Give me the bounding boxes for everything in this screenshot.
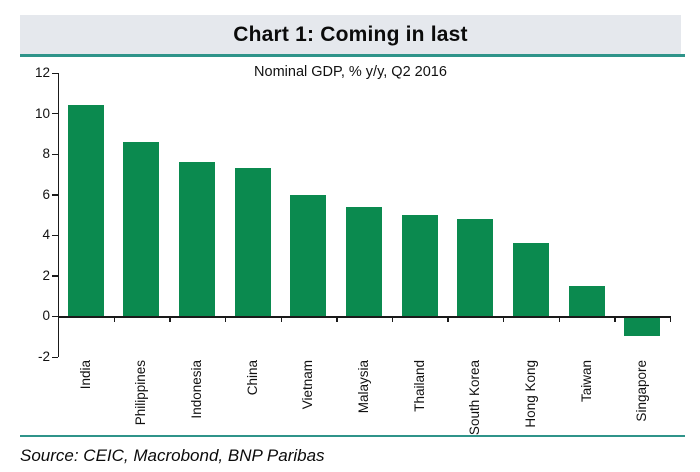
x-axis-label: South Korea <box>467 360 483 436</box>
x-axis-label: Philippines <box>133 360 149 426</box>
bar-china <box>234 168 271 317</box>
bar-vietnam <box>290 194 327 317</box>
x-axis-tick <box>169 316 171 323</box>
y-axis-tick <box>52 113 58 115</box>
y-axis-tick-label: 8 <box>42 146 50 162</box>
bar-singapore <box>624 317 661 337</box>
x-axis-label: Hong Kong <box>522 360 538 428</box>
y-axis-tick-label: 2 <box>42 267 50 283</box>
bar-thailand <box>401 215 438 317</box>
x-axis-label: Vietnam <box>300 360 316 410</box>
x-axis-label: Taiwan <box>578 360 594 403</box>
x-axis-tick <box>391 316 394 323</box>
x-axis-tick <box>280 316 282 323</box>
x-axis-label: Thailand <box>411 360 427 412</box>
y-axis-line <box>58 73 60 357</box>
bar-philippines <box>123 141 160 317</box>
x-axis-tick <box>670 316 672 323</box>
bar-south-korea <box>457 219 494 317</box>
y-axis-tick-label: 10 <box>34 105 50 121</box>
x-axis-tick <box>614 316 616 323</box>
y-axis-tick <box>52 275 58 277</box>
y-axis-tick-label: 4 <box>42 227 50 243</box>
chart-subtitle: Nominal GDP, % y/y, Q2 2016 <box>254 64 447 80</box>
x-axis-tick <box>336 316 338 323</box>
footer-divider-line <box>20 435 685 437</box>
y-axis-tick <box>52 194 58 196</box>
header-divider-line <box>20 54 685 57</box>
x-axis-tick <box>113 316 116 323</box>
chart-header: Chart 1: Coming in last <box>20 15 681 54</box>
x-axis-label: Indonesia <box>189 360 205 419</box>
x-axis-tick <box>447 316 449 323</box>
y-axis-tick <box>52 234 58 237</box>
chart-title: Chart 1: Coming in last <box>233 22 468 46</box>
bar-indonesia <box>179 162 216 317</box>
y-axis-tick <box>52 72 58 74</box>
bar-hong-kong <box>512 243 549 317</box>
bar-taiwan <box>568 286 605 317</box>
bar-india <box>67 105 104 317</box>
x-axis-tick <box>224 316 227 323</box>
y-axis-tick-label: 12 <box>34 65 50 80</box>
x-axis-tick <box>503 316 505 323</box>
x-axis-label: Malaysia <box>356 360 371 414</box>
x-axis-tick <box>558 316 561 323</box>
x-axis-label: India <box>77 360 93 390</box>
bar-malaysia <box>346 206 382 317</box>
x-axis-label: China <box>244 360 260 396</box>
y-axis-tick <box>52 356 58 358</box>
x-axis-line <box>58 316 670 318</box>
y-axis-tick-label: -2 <box>37 349 50 364</box>
y-axis-tick <box>52 315 58 318</box>
y-axis-tick <box>52 153 58 156</box>
y-axis-tick-label: 0 <box>42 308 50 324</box>
source-note: Source: CEIC, Macrobond, BNP Paribas <box>20 446 325 465</box>
x-axis-label: Singapore <box>634 360 650 422</box>
y-axis-tick-label: 6 <box>42 186 50 202</box>
